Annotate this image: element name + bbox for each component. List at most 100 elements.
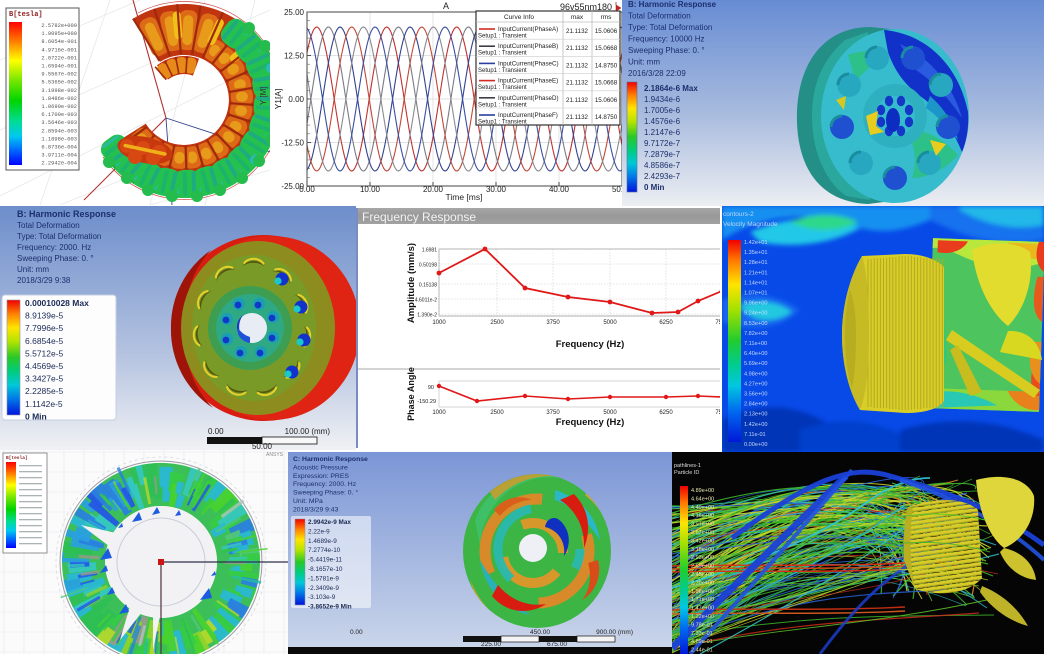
svg-text:5000: 5000 <box>603 320 617 326</box>
svg-text:1000: 1000 <box>432 320 446 326</box>
svg-text:1.4576e-6: 1.4576e-6 <box>644 117 681 126</box>
svg-text:C: Harmonic Response: C: Harmonic Response <box>293 456 368 463</box>
svg-text:Setup1 : Transient: Setup1 : Transient <box>478 102 527 108</box>
svg-text:10.00: 10.00 <box>360 185 381 194</box>
svg-text:Velocity Magnitude: Velocity Magnitude <box>723 221 778 228</box>
svg-text:Amplitude (mm/s): Amplitude (mm/s) <box>406 243 417 323</box>
svg-text:0 Min: 0 Min <box>644 183 665 192</box>
svg-text:30.00: 30.00 <box>486 185 507 194</box>
svg-text:4.89e+00: 4.89e+00 <box>691 488 714 494</box>
svg-text:21.1132: 21.1132 <box>566 80 588 87</box>
svg-text:1.07e+01: 1.07e+01 <box>744 291 768 297</box>
svg-text:7500: 7500 <box>715 410 720 416</box>
svg-text:Expression: PRES: Expression: PRES <box>293 473 349 480</box>
svg-text:1.35e+01: 1.35e+01 <box>744 250 768 256</box>
svg-text:1.4689e-9: 1.4689e-9 <box>308 538 337 545</box>
svg-text:9.5567e-002: 9.5567e-002 <box>41 72 77 78</box>
svg-text:0.00010028 Max: 0.00010028 Max <box>25 298 89 308</box>
svg-text:B: Harmonic Response: B: Harmonic Response <box>628 0 717 9</box>
svg-text:9.24e+00: 9.24e+00 <box>744 311 768 317</box>
svg-text:2.9942e-9 Max: 2.9942e-9 Max <box>308 519 351 526</box>
svg-text:7500: 7500 <box>715 320 720 326</box>
svg-text:0.50198: 0.50198 <box>419 263 437 269</box>
svg-text:2.2285e-5: 2.2285e-5 <box>25 386 64 396</box>
svg-text:9.78e-01: 9.78e-01 <box>691 622 713 628</box>
svg-text:4.6011e-2: 4.6011e-2 <box>415 298 437 304</box>
svg-text:6.6854e-5: 6.6854e-5 <box>25 336 64 346</box>
svg-text:3.5646e-003: 3.5646e-003 <box>41 120 77 126</box>
svg-text:rms: rms <box>601 14 613 21</box>
svg-text:max: max <box>571 14 584 21</box>
svg-text:21.1132: 21.1132 <box>566 97 588 104</box>
svg-text:0.00: 0.00 <box>299 185 315 194</box>
svg-text:21.1132: 21.1132 <box>566 45 588 52</box>
svg-text:6250: 6250 <box>659 410 673 416</box>
svg-text:1.1142e-5: 1.1142e-5 <box>25 399 63 409</box>
svg-text:96v55nm180: 96v55nm180 <box>560 2 612 12</box>
svg-text:2500: 2500 <box>490 320 504 326</box>
svg-text:3.9711e-004: 3.9711e-004 <box>41 153 77 159</box>
svg-text:2.1864e-6 Max: 2.1864e-6 Max <box>644 84 698 93</box>
svg-text:5.5712e-5: 5.5712e-5 <box>25 348 64 358</box>
svg-text:-3.103e-9: -3.103e-9 <box>308 594 336 601</box>
svg-text:5.5365e-002: 5.5365e-002 <box>41 80 77 86</box>
svg-text:Type: Total Deformation: Type: Total Deformation <box>17 232 101 241</box>
svg-text:Particle ID: Particle ID <box>674 470 699 476</box>
svg-text:Acoustic Pressure: Acoustic Pressure <box>293 464 348 471</box>
svg-text:1.8486e-002: 1.8486e-002 <box>41 96 77 102</box>
svg-text:2.84e+00: 2.84e+00 <box>744 402 768 408</box>
svg-text:Phase Angle: Phase Angle <box>406 367 416 421</box>
svg-text:Frequency: 2000. Hz: Frequency: 2000. Hz <box>293 481 357 488</box>
svg-text:2018/3/29 9:38: 2018/3/29 9:38 <box>17 276 71 285</box>
svg-text:3.3427e-5: 3.3427e-5 <box>25 374 64 384</box>
svg-text:14.8750: 14.8750 <box>595 62 618 69</box>
svg-text:InputCurrent(PhaseE): InputCurrent(PhaseE) <box>498 78 558 85</box>
svg-text:3.1998e-002: 3.1998e-002 <box>41 88 77 94</box>
svg-text:12.50: 12.50 <box>284 52 305 61</box>
svg-text:Setup1 : Transient: Setup1 : Transient <box>478 85 527 91</box>
svg-text:1.6981: 1.6981 <box>422 248 438 254</box>
svg-text:8.9139e-5: 8.9139e-5 <box>25 311 64 321</box>
svg-text:1.0690e-002: 1.0690e-002 <box>41 104 77 110</box>
svg-text:Setup1 : Transient: Setup1 : Transient <box>478 34 527 40</box>
svg-text:0.15138: 0.15138 <box>419 283 437 289</box>
svg-text:Type: Total Deformation: Type: Total Deformation <box>628 23 712 32</box>
svg-text:4.16e+00: 4.16e+00 <box>691 513 714 519</box>
svg-text:2.4293e-7: 2.4293e-7 <box>644 172 681 181</box>
svg-text:0.00: 0.00 <box>288 95 304 104</box>
svg-text:Unit: mm: Unit: mm <box>17 265 49 274</box>
svg-text:450.00: 450.00 <box>530 629 550 636</box>
svg-text:225.00: 225.00 <box>481 641 501 648</box>
svg-text:1.47e+00: 1.47e+00 <box>691 606 714 612</box>
svg-text:21.1132: 21.1132 <box>566 114 588 121</box>
svg-text:Total Deformation: Total Deformation <box>628 12 691 21</box>
svg-text:7.82e+00: 7.82e+00 <box>744 331 768 337</box>
svg-text:7.11e-01: 7.11e-01 <box>744 432 766 438</box>
svg-text:14.8750: 14.8750 <box>595 114 618 121</box>
svg-text:0.00: 0.00 <box>208 427 224 436</box>
svg-text:pathlines-1: pathlines-1 <box>674 463 701 469</box>
svg-text:1.2147e-6: 1.2147e-6 <box>644 128 681 137</box>
svg-text:0.00: 0.00 <box>350 629 363 636</box>
svg-text:2.0722e-001: 2.0722e-001 <box>41 55 77 61</box>
svg-text:21.1132: 21.1132 <box>566 62 588 69</box>
svg-text:1.14e+01: 1.14e+01 <box>744 280 768 286</box>
svg-text:0.00e+00: 0.00e+00 <box>744 442 768 448</box>
svg-text:-25.00: -25.00 <box>281 182 304 191</box>
svg-text:Y [M]: Y [M] <box>259 86 268 105</box>
svg-text:Sweeping Phase: 0. °: Sweeping Phase: 0. ° <box>628 46 705 55</box>
svg-text:7.2879e-7: 7.2879e-7 <box>644 150 681 159</box>
svg-text:Y1[A]: Y1[A] <box>273 89 283 110</box>
svg-text:50.00: 50.00 <box>252 442 273 450</box>
svg-text:Frequency (Hz): Frequency (Hz) <box>556 417 625 428</box>
svg-text:-150.29: -150.29 <box>417 399 436 405</box>
svg-text:2.69e+00: 2.69e+00 <box>691 564 714 570</box>
svg-text:2.93e+00: 2.93e+00 <box>691 555 714 561</box>
svg-text:Frequency: 2000. Hz: Frequency: 2000. Hz <box>17 243 91 252</box>
svg-text:21.1132: 21.1132 <box>566 28 588 35</box>
svg-text:-1.5781e-9: -1.5781e-9 <box>308 575 339 582</box>
svg-text:Setup1 : Transient: Setup1 : Transient <box>478 51 527 57</box>
svg-text:2.44e-01: 2.44e-01 <box>691 648 713 654</box>
svg-text:50.00: 50.00 <box>612 185 622 194</box>
svg-text:6.1700e-003: 6.1700e-003 <box>41 112 77 118</box>
